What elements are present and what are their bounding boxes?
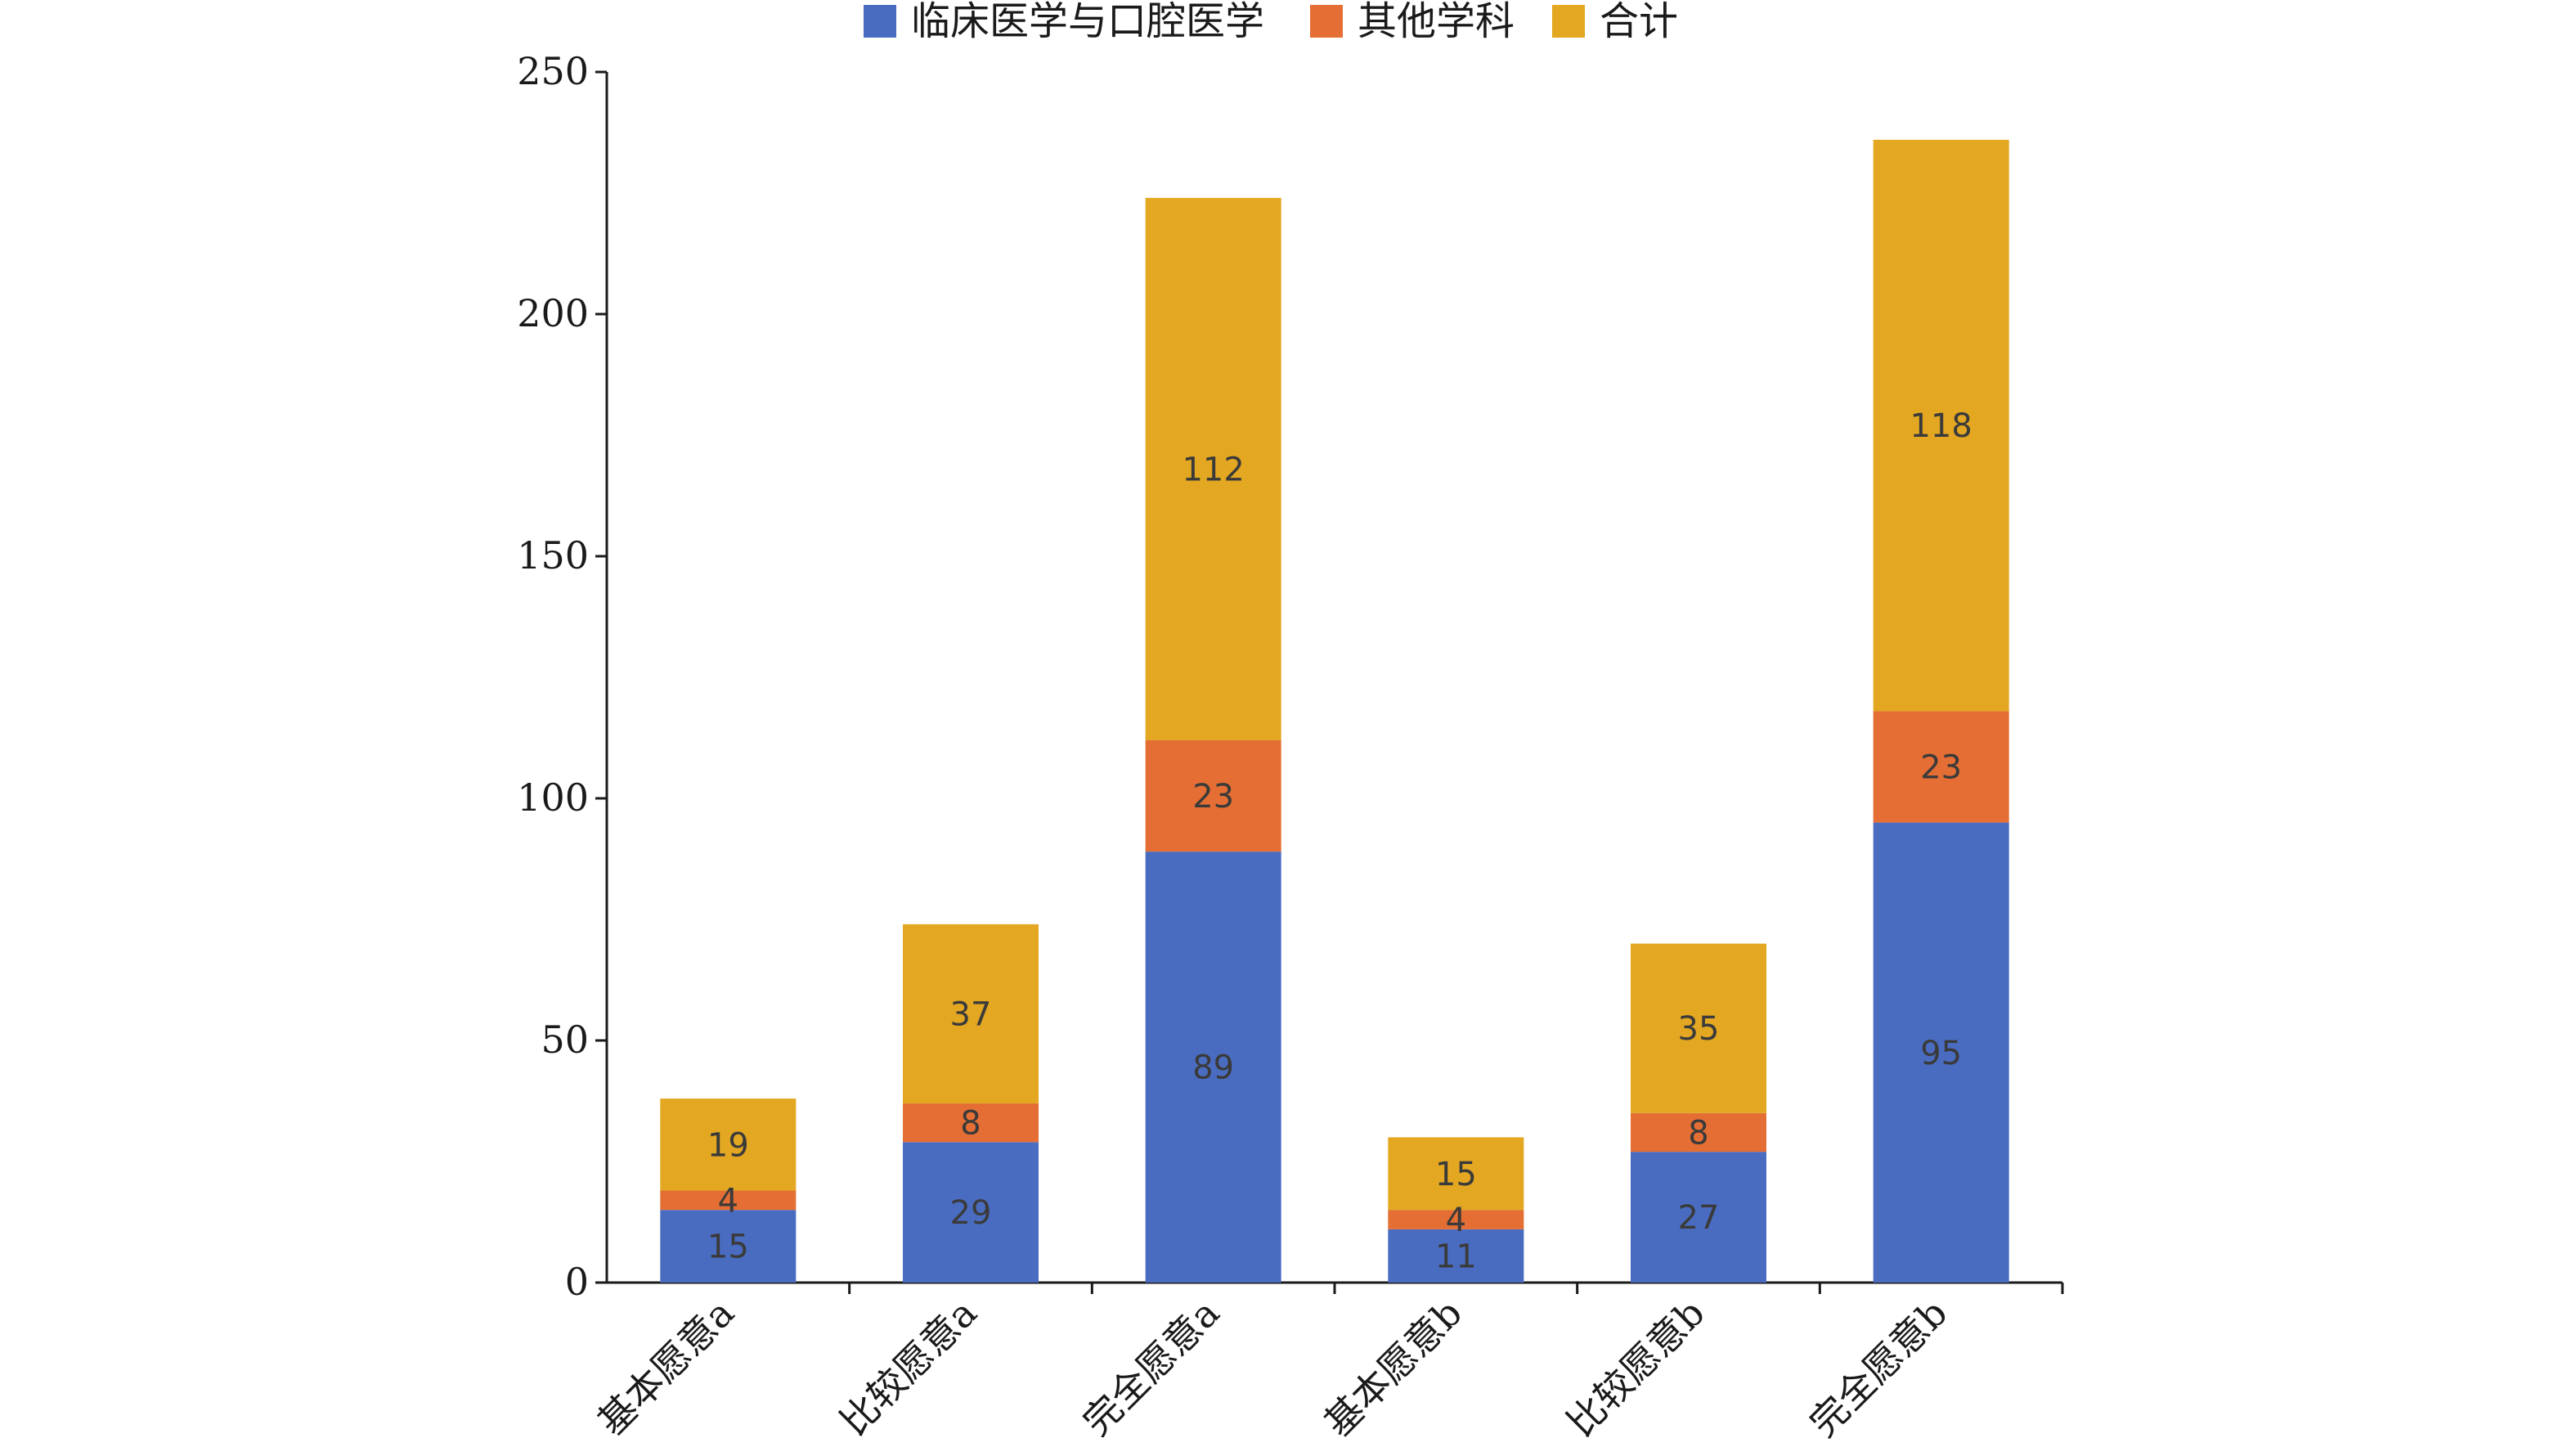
data-label: 4 [1446,1202,1466,1239]
y-tick-label: 0 [565,1260,589,1304]
data-label: 19 [707,1126,749,1164]
x-category-label: 基本愿意a [589,1291,743,1445]
category-labels: 基本愿意a 比较愿意a 完全愿意a 基本愿意b 比较愿意b 完全愿意b [589,1291,1955,1445]
data-label: 11 [1435,1238,1477,1275]
bar-segment [1145,739,1281,852]
bar-segment [1873,711,2009,823]
bars [660,139,2009,1283]
bar-segment [1388,1229,1524,1283]
bar-segment [660,1099,797,1191]
bar-segment [1388,1137,1524,1211]
y-tick-label: 150 [517,533,589,577]
data-label: 23 [1920,749,1962,787]
x-category-label: 比较愿意a [832,1291,985,1445]
bar-segment [1631,943,1766,1113]
bar-segment [1631,1152,1766,1283]
data-label: 8 [960,1105,981,1143]
y-tick-label: 250 [517,49,589,93]
data-label: 95 [1920,1035,1962,1072]
bar-segment [903,1142,1039,1283]
data-label: 89 [1192,1049,1234,1087]
legend-label: 临床医学与口腔医学 [911,0,1264,44]
x-category-label: 完全愿意a [1075,1291,1228,1445]
bar-segment [660,1210,797,1283]
bar-segment [1145,852,1281,1283]
data-label: 35 [1678,1010,1720,1048]
data-label: 15 [1435,1156,1477,1193]
bar-segment [903,1103,1039,1143]
bar-segment [1631,1112,1766,1153]
y-tick-label: 200 [517,291,589,335]
data-label: 8 [1688,1114,1708,1152]
legend-swatch [1310,5,1343,38]
x-category-label: 完全愿意b [1801,1291,1955,1445]
data-label: 27 [1678,1199,1720,1237]
x-category-label: 基本愿意b [1316,1291,1470,1445]
bar-segment [1388,1210,1524,1229]
legend-swatch [864,5,896,38]
bar-segment [1873,822,2009,1283]
data-label: 118 [1910,407,1972,445]
bar-segment [1145,197,1281,740]
bar-segment [903,923,1039,1103]
legend-label: 其他学科 [1358,0,1515,44]
y-tick-label: 50 [541,1018,589,1062]
legend-label: 合计 [1600,0,1678,44]
axes: 0 50 100 150 200 250 [517,49,2064,1304]
legend-swatch [1552,5,1585,38]
bar-segment [1873,139,2009,712]
bar-segment [660,1190,797,1211]
data-label: 23 [1192,778,1234,816]
data-label: 4 [718,1182,738,1220]
x-category-label: 比较愿意b [1559,1291,1713,1445]
data-label: 112 [1182,451,1244,488]
legend: 临床医学与口腔医学 其他学科 合计 [864,0,1678,44]
data-label: 29 [950,1194,992,1232]
data-label: 37 [950,995,992,1033]
y-tick-label: 100 [517,775,589,820]
data-label: 15 [707,1229,749,1266]
